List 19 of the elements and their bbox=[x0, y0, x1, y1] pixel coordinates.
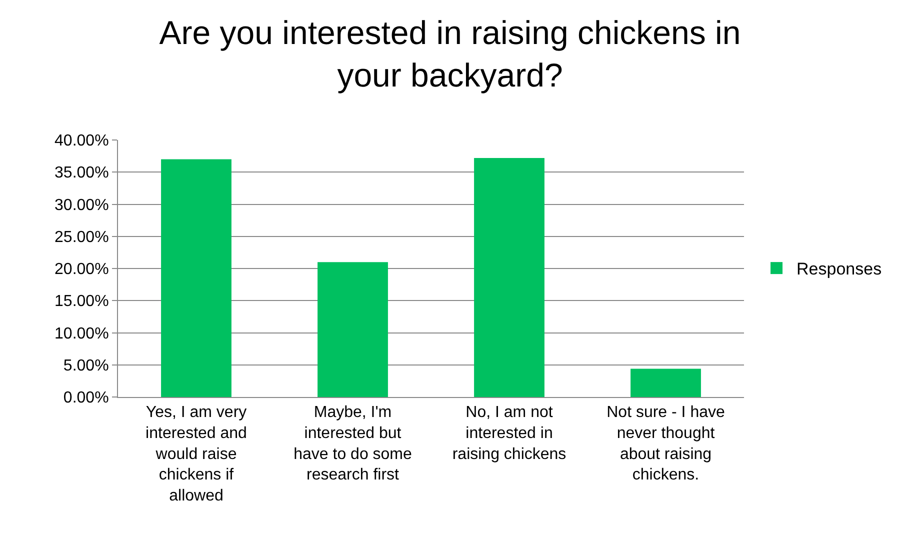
y-tick-label: 5.00% bbox=[63, 357, 109, 374]
legend-label: Responses bbox=[796, 260, 882, 279]
y-tick-label: 20.00% bbox=[54, 261, 109, 278]
y-tick-label: 15.00% bbox=[54, 293, 109, 310]
x-tick-label: Yes, I am very interested and would raise chickens if allowed bbox=[146, 404, 247, 504]
bar bbox=[318, 262, 388, 397]
y-tick-label: 25.00% bbox=[54, 228, 109, 246]
x-tick-label: Maybe, I'm interested but have to do some research first bbox=[294, 404, 412, 484]
y-tick-label: 10.00% bbox=[54, 325, 109, 342]
y-tick-label: 35.00% bbox=[54, 164, 109, 182]
chart-title: Are you interested in raising chickens in your backyard? bbox=[159, 14, 741, 94]
y-tick-label: 40.00% bbox=[54, 132, 109, 150]
bar bbox=[474, 158, 544, 397]
y-tick-label: 0.00% bbox=[63, 390, 109, 407]
x-tick-label: No, I am not interested in raising chickens bbox=[452, 404, 566, 463]
bar bbox=[161, 159, 232, 397]
x-tick-label: Not sure - I have never thought about raising chickens. bbox=[606, 404, 725, 484]
bar bbox=[630, 368, 701, 397]
y-tick-label: 30.00% bbox=[54, 196, 109, 214]
